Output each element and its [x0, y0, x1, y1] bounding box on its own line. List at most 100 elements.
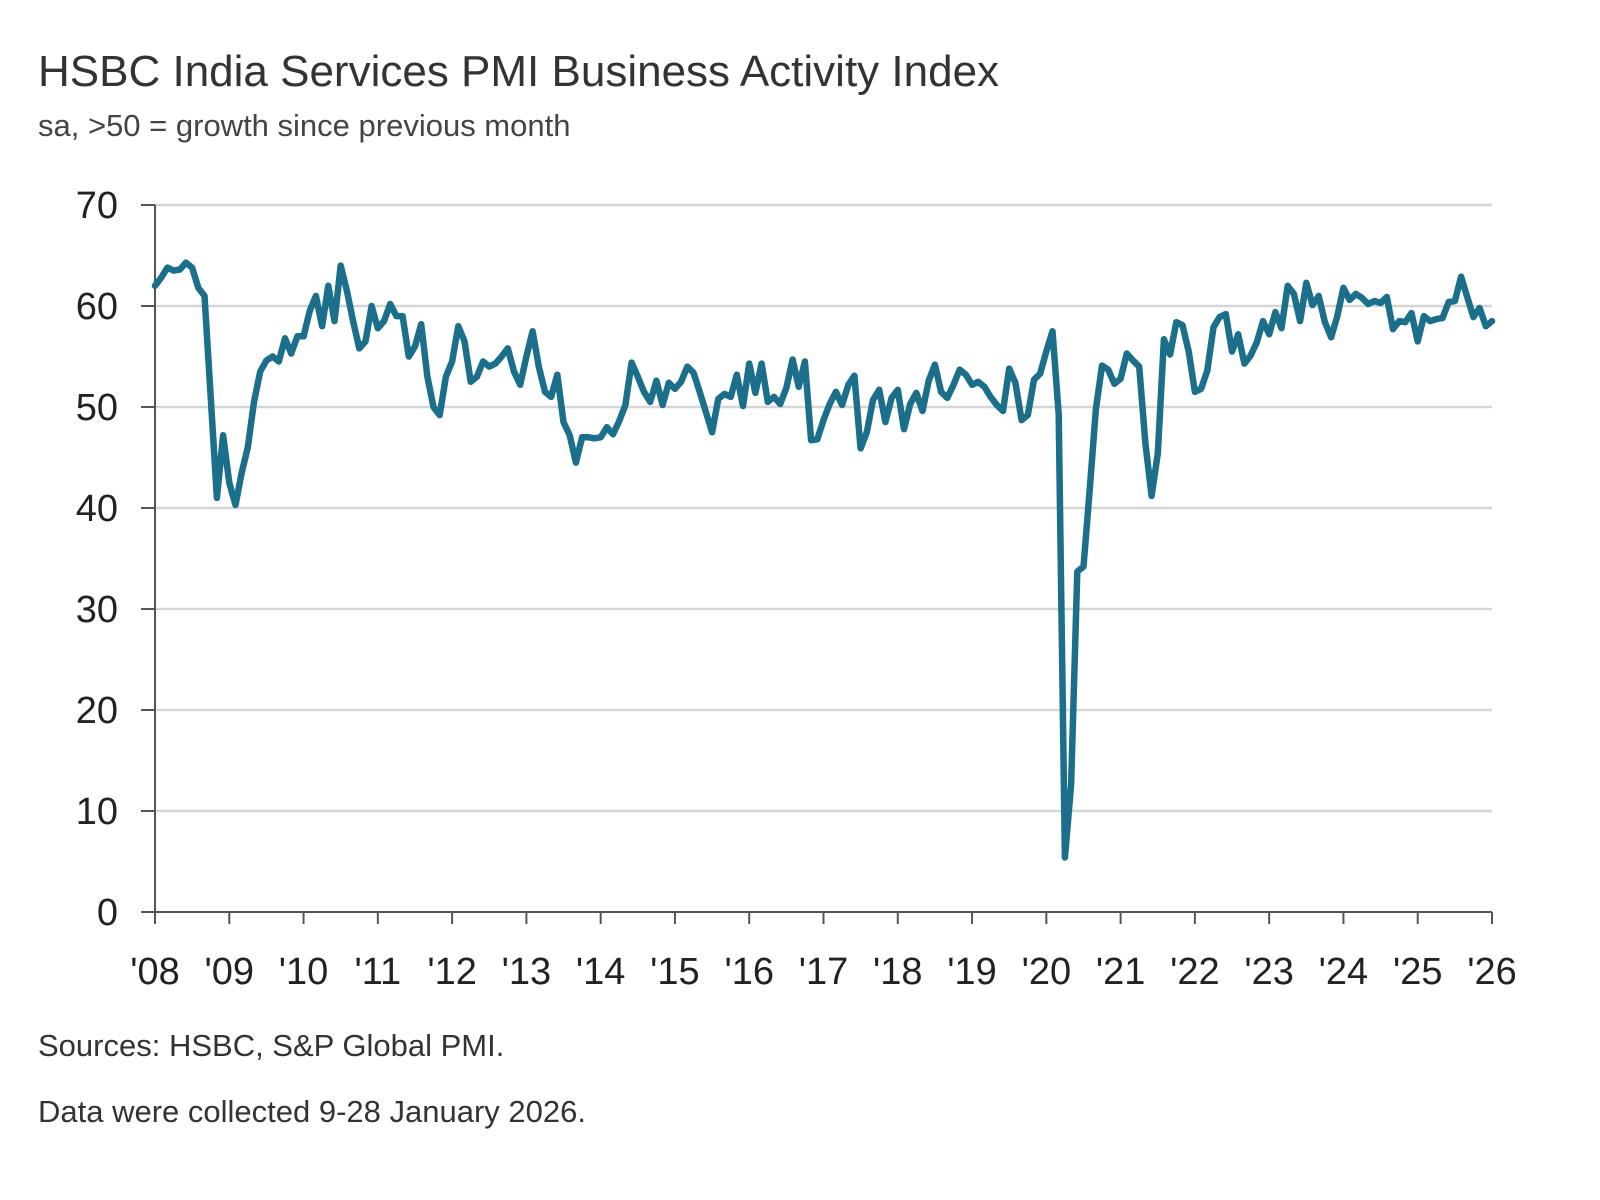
- data-point: [561, 419, 567, 425]
- data-point: [895, 387, 901, 393]
- data-point: [461, 338, 467, 344]
- axes: [154, 205, 1492, 913]
- data-point: [548, 394, 554, 400]
- chart-subtitle: sa, >50 = growth since previous month: [38, 108, 570, 143]
- data-point: [752, 390, 758, 396]
- data-point: [907, 401, 913, 407]
- data-point: [629, 360, 635, 366]
- data-point: [232, 502, 238, 508]
- data-point: [307, 308, 313, 314]
- data-point: [158, 275, 164, 281]
- data-point: [1130, 358, 1136, 364]
- data-point: [1229, 348, 1235, 354]
- data-point: [1210, 324, 1216, 330]
- data-point: [796, 384, 802, 390]
- data-point: [257, 369, 263, 375]
- data-point: [1291, 291, 1297, 297]
- data-point: [1260, 318, 1266, 324]
- data-point: [988, 394, 994, 400]
- data-point: [598, 434, 604, 440]
- data-point: [1334, 313, 1340, 319]
- y-tick-label: 30: [76, 589, 118, 631]
- data-point: [672, 386, 678, 392]
- x-tick-label: '20: [1022, 951, 1072, 993]
- data-point: [1006, 366, 1012, 372]
- data-point: [400, 313, 406, 319]
- data-point: [1025, 412, 1031, 418]
- data-point: [1198, 386, 1204, 392]
- data-point: [1248, 352, 1254, 358]
- data-point: [418, 321, 424, 327]
- data-point: [957, 367, 963, 373]
- data-point: [1204, 368, 1210, 374]
- data-point: [220, 432, 226, 438]
- data-point: [1254, 339, 1260, 345]
- data-point: [1124, 350, 1130, 356]
- data-point: [839, 402, 845, 408]
- data-point: [1266, 331, 1272, 337]
- data-point: [189, 265, 195, 271]
- data-point: [505, 345, 511, 351]
- data-point: [771, 394, 777, 400]
- x-tick-label: '14: [576, 951, 626, 993]
- data-point: [202, 293, 208, 299]
- data-point: [226, 480, 232, 486]
- data-point: [591, 435, 597, 441]
- data-point: [393, 313, 399, 319]
- data-point: [381, 318, 387, 324]
- chart-title: HSBC India Services PMI Business Activit…: [38, 47, 999, 96]
- data-point: [740, 403, 746, 409]
- data-point: [523, 354, 529, 360]
- data-point: [1452, 298, 1458, 304]
- data-point: [858, 445, 864, 451]
- x-tick-label: '13: [502, 951, 552, 993]
- data-point: [511, 369, 517, 375]
- data-point: [610, 431, 616, 437]
- data-point: [1347, 297, 1353, 303]
- data-point: [437, 412, 443, 418]
- data-point: [567, 432, 573, 438]
- data-point: [1365, 301, 1371, 307]
- x-tick-label: '19: [947, 951, 997, 993]
- x-tick-label: '26: [1467, 951, 1517, 993]
- data-point: [1464, 294, 1470, 300]
- data-point: [721, 391, 727, 397]
- data-point: [536, 364, 542, 370]
- data-point: [375, 325, 381, 331]
- data-point: [301, 333, 307, 339]
- data-point: [1012, 380, 1018, 386]
- data-point: [294, 333, 300, 339]
- data-point: [647, 399, 653, 405]
- data-point: [338, 263, 344, 269]
- data-point: [1080, 564, 1086, 570]
- data-point: [1087, 487, 1093, 493]
- data-point: [1303, 280, 1309, 286]
- gridlines: [155, 203, 1492, 813]
- data-point: [1340, 285, 1346, 291]
- data-point: [851, 373, 857, 379]
- data-point: [344, 288, 350, 294]
- data-point: [1359, 295, 1365, 301]
- data-point: [870, 397, 876, 403]
- data-point: [1396, 318, 1402, 324]
- data-point: [715, 396, 721, 402]
- data-point: [765, 399, 771, 405]
- data-point: [666, 380, 672, 386]
- data-point: [691, 370, 697, 376]
- y-tick-label: 70: [76, 185, 118, 227]
- x-tick-label: '22: [1170, 951, 1220, 993]
- data-point: [1489, 318, 1495, 324]
- x-tick-label: '12: [427, 951, 477, 993]
- data-point: [901, 426, 907, 432]
- data-point: [1149, 493, 1155, 499]
- data-point: [1223, 311, 1229, 317]
- data-point: [1093, 406, 1099, 412]
- data-point: [276, 359, 282, 365]
- y-axis-ticks: 0 10 20 30 40 50 60 70: [76, 185, 155, 934]
- data-point: [635, 374, 641, 380]
- data-point: [1322, 319, 1328, 325]
- data-point: [932, 362, 938, 368]
- data-point: [1297, 318, 1303, 324]
- data-point: [183, 260, 189, 266]
